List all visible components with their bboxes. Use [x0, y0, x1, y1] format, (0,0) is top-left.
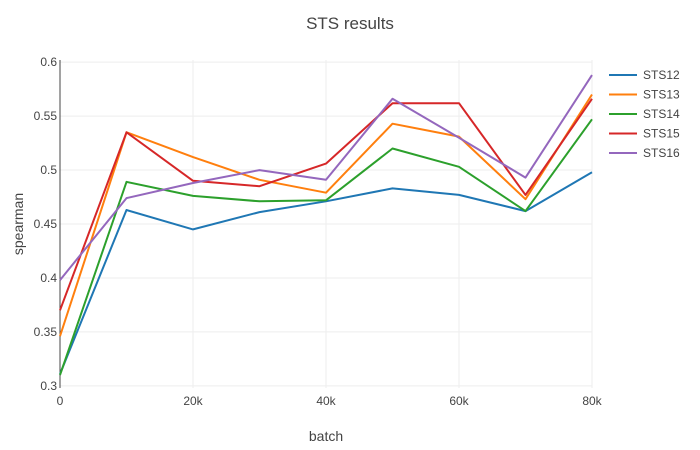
- legend-label: STS14: [643, 107, 680, 121]
- grid-lines: [59, 60, 593, 388]
- y-tick-label: 0.35: [34, 325, 58, 339]
- y-tick-label: 0.6: [40, 55, 57, 69]
- legend-label: STS12: [643, 68, 680, 82]
- y-tick-label: 0.55: [34, 109, 58, 123]
- x-tick-label: 40k: [316, 394, 336, 408]
- series-line-sts14: [59, 118, 593, 376]
- y-tick-label: 0.45: [34, 217, 58, 231]
- legend-item-sts14[interactable]: STS14: [609, 107, 680, 121]
- legend-label: STS16: [643, 146, 680, 160]
- x-tick-label: 60k: [449, 394, 469, 408]
- legend-label: STS13: [643, 88, 680, 102]
- x-tick-label: 80k: [582, 394, 602, 408]
- series-line-sts13: [59, 93, 593, 337]
- legend-item-sts15[interactable]: STS15: [609, 127, 680, 141]
- series-lines: [59, 74, 593, 376]
- x-tick-label: 20k: [183, 394, 203, 408]
- y-tick-label: 0.5: [40, 163, 57, 177]
- x-tick-labels: 0 20k 40k 60k 80k: [57, 394, 603, 408]
- x-tick-label: 0: [57, 394, 64, 408]
- y-axis-title: spearman: [10, 193, 26, 255]
- series-line-sts16: [59, 74, 593, 281]
- x-axis-title: batch: [309, 428, 343, 444]
- legend-item-sts12[interactable]: STS12: [609, 68, 680, 82]
- y-tick-label: 0.4: [40, 271, 57, 285]
- y-tick-label: 0.3: [40, 379, 57, 393]
- legend-item-sts13[interactable]: STS13: [609, 88, 680, 102]
- legend[interactable]: STS12 STS13 STS14 STS15 STS16: [609, 68, 680, 160]
- legend-label: STS15: [643, 127, 680, 141]
- chart-title: STS results: [306, 14, 394, 33]
- y-tick-labels: 0.3 0.35 0.4 0.45 0.5 0.55 0.6: [34, 55, 58, 393]
- legend-item-sts16[interactable]: STS16: [609, 146, 680, 160]
